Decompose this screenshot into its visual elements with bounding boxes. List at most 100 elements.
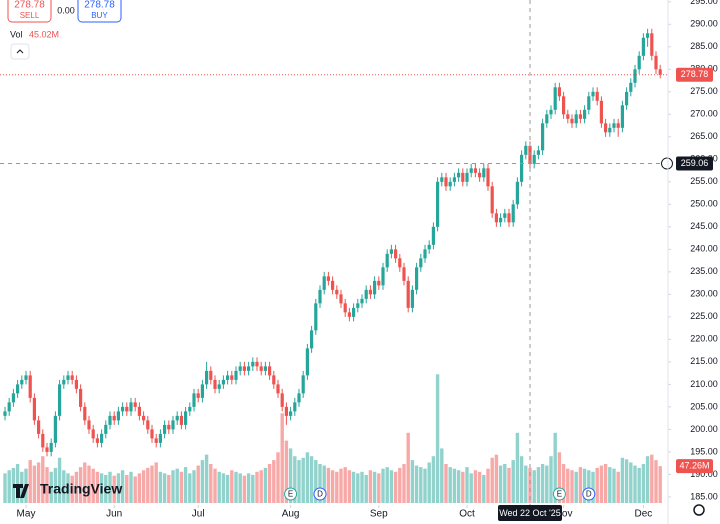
volume-bar [360, 471, 364, 503]
volume-bar [280, 413, 284, 503]
volume-label-box [676, 459, 713, 474]
volume-bar [141, 470, 146, 503]
volume-bar [532, 470, 536, 503]
volume-bar [452, 468, 457, 503]
y-tick-label: 240.00 [690, 244, 718, 254]
collapse-button[interactable] [10, 43, 30, 60]
volume-bar [473, 470, 478, 503]
volume-bar [582, 468, 587, 503]
volume-bar [74, 471, 79, 503]
candle-body [347, 312, 351, 317]
y-tick-label: 205.00 [690, 401, 718, 411]
candle-body [503, 213, 507, 218]
volume-bar [372, 471, 377, 503]
last-price-box [676, 67, 713, 82]
y-tick-label: 210.00 [690, 379, 718, 389]
candle-body [175, 415, 179, 421]
candle-body [616, 123, 620, 128]
candle-body [20, 379, 24, 385]
candle-body [373, 280, 377, 295]
volume-bar [435, 374, 440, 503]
event-label: D [317, 490, 323, 499]
volume-bar [351, 471, 356, 503]
x-tick-label: Aug [282, 509, 300, 520]
candle-body [167, 424, 171, 430]
volume-bar [225, 474, 230, 503]
x-tick-label: Oct [459, 509, 475, 520]
candle-body [74, 379, 78, 389]
candle-body [196, 393, 200, 398]
volume-bar [561, 464, 566, 503]
candle-body [129, 402, 133, 412]
volume-bar [528, 467, 532, 503]
buy-button[interactable] [77, 0, 122, 23]
candle-body [335, 289, 339, 295]
volume-bar [158, 471, 163, 503]
buy-price: 278.78 [84, 0, 115, 11]
x-tick-label: May [17, 509, 36, 520]
candle-body [578, 114, 582, 119]
volume-bar [309, 456, 314, 503]
volume-bar [553, 432, 557, 503]
candle-body [486, 168, 490, 187]
volume-bar [49, 471, 53, 503]
x-tick-label: Jul [192, 509, 205, 520]
volume-bar [32, 465, 37, 503]
volume-bar [108, 471, 112, 503]
volume-bar [167, 474, 171, 503]
candle-body [284, 406, 288, 416]
volume-label: 47.26M [679, 461, 709, 471]
crosshair-add [661, 157, 673, 170]
settings-icon[interactable] [693, 504, 705, 516]
volume-bar [645, 456, 650, 503]
y-tick-label: 255.00 [690, 176, 718, 186]
candle-body [385, 253, 389, 268]
candle-body [49, 442, 53, 452]
candle-body [209, 370, 213, 380]
volume-bar [120, 470, 125, 503]
vol-value: 45.02M [29, 29, 59, 39]
volume-bar [301, 457, 305, 503]
candle-body [352, 307, 356, 317]
event-marker [582, 487, 596, 501]
candle-body [532, 154, 536, 164]
candle-body [171, 420, 175, 430]
y-tick-label: 290.00 [690, 19, 718, 29]
volume-bar [209, 464, 213, 503]
candle-body [368, 289, 372, 295]
volume-bar [343, 467, 347, 503]
volume-bar [326, 467, 331, 503]
volume-bar [570, 470, 574, 503]
volume-bar [3, 473, 7, 503]
candle-body [419, 258, 423, 268]
candle-body [473, 168, 477, 173]
volume-bar [503, 464, 507, 503]
volume-bar [511, 460, 515, 503]
volume-bar [251, 474, 255, 503]
candle-body [629, 82, 633, 92]
volume-bar [574, 471, 578, 503]
candle-body [557, 87, 561, 97]
volume-bar [624, 459, 629, 503]
candle-body [402, 267, 406, 281]
crosshair-date-label: Wed 22 Oct '25 [499, 508, 561, 518]
sell-button[interactable] [7, 0, 52, 23]
volume-bar [57, 457, 62, 503]
candle-body [322, 276, 326, 290]
volume-bar [477, 471, 482, 503]
volume-bar [284, 440, 289, 503]
crosshair-price-box [676, 156, 713, 171]
candle-body [226, 375, 230, 380]
candle-body [608, 127, 612, 133]
candle-body [314, 303, 318, 331]
volume-bar [414, 465, 419, 503]
volume-bar [398, 467, 402, 503]
event-marker [284, 487, 298, 501]
candle-body [356, 303, 360, 308]
volume-bar [650, 454, 654, 503]
candle-body [469, 168, 473, 173]
volume-bar [616, 471, 620, 503]
volume-bar [389, 470, 394, 503]
candle-body [163, 424, 167, 434]
x-tick-label: Nov [555, 509, 573, 520]
